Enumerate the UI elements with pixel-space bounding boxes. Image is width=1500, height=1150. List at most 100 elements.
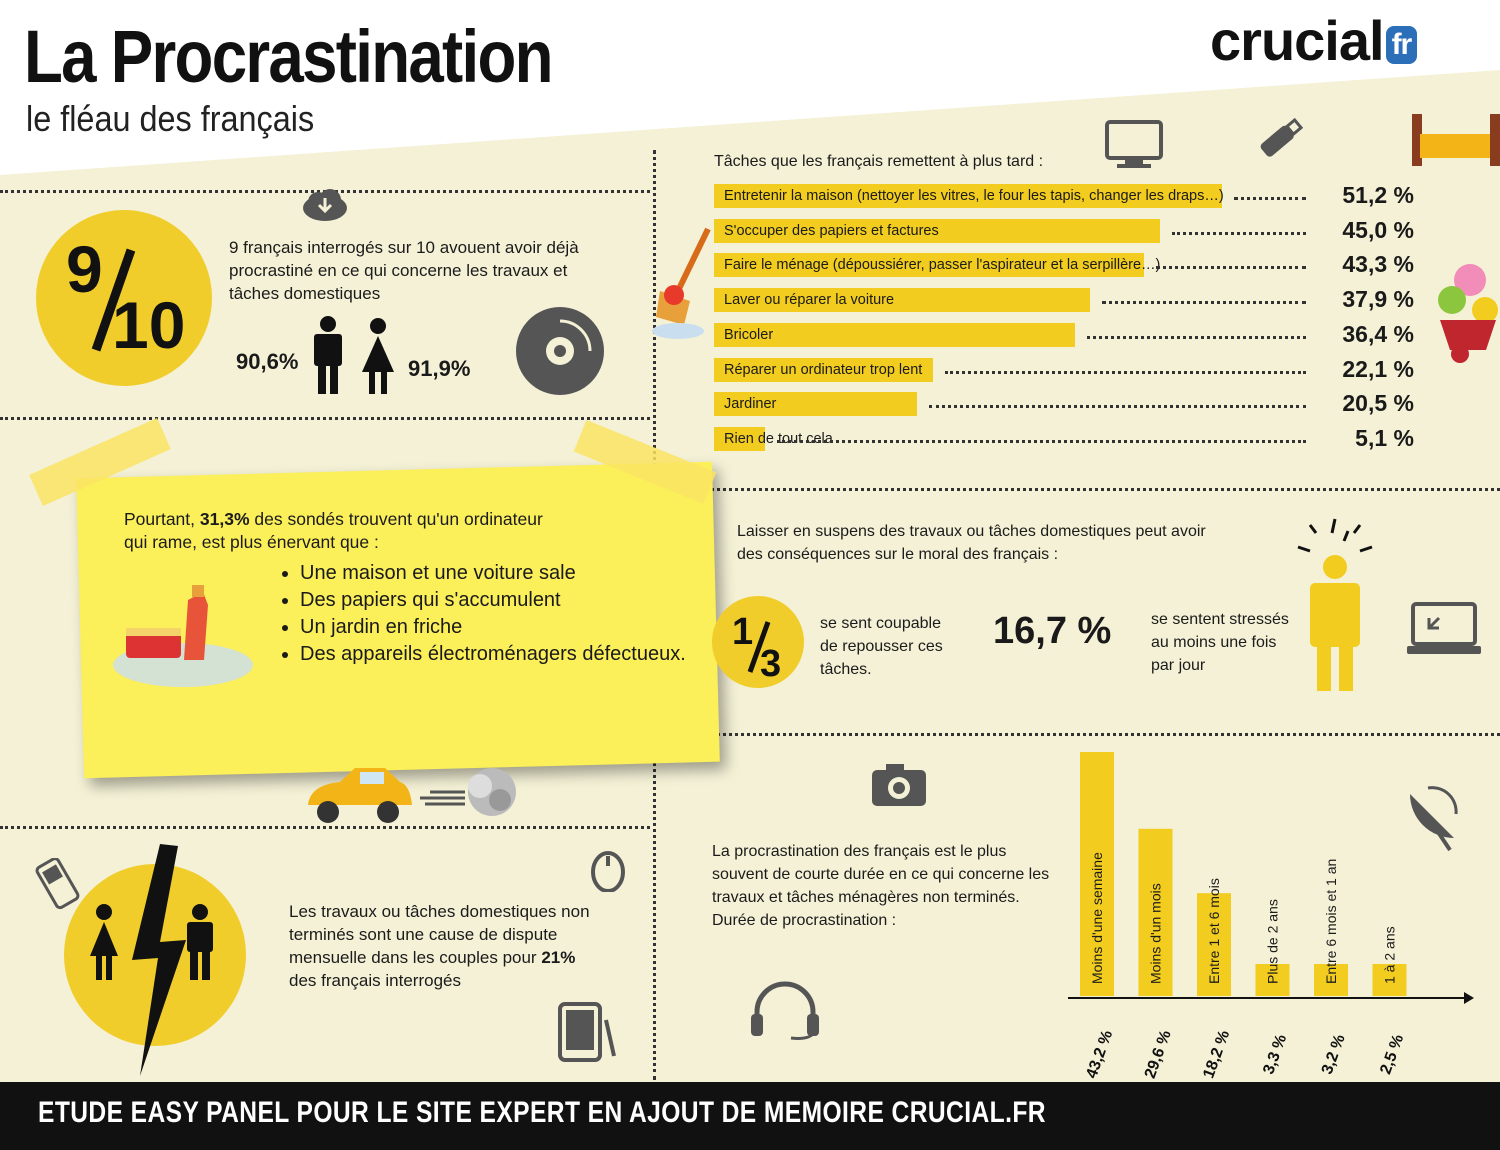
tasks-bar-label: Bricoler [724, 326, 774, 343]
fraction-denominator: 3 [760, 643, 781, 685]
duration-bar [1372, 964, 1407, 996]
man-icon [314, 316, 342, 394]
nine-tenths-badge [36, 210, 212, 386]
duration-category-label: Moins d'un mois [1148, 883, 1164, 984]
duration-value-label: 3,2 % [1319, 1032, 1349, 1076]
usb-key-icon [1260, 117, 1304, 157]
satellite-dish-icon [1410, 786, 1458, 852]
nine-tenths-fraction: 9 10 [66, 232, 185, 362]
dispute-highlight: 21% [541, 948, 576, 967]
duration-value-label: 3,3 % [1260, 1032, 1290, 1076]
stress-text: se sentent stressés au moins une fois pa… [1151, 611, 1289, 674]
tasks-value-label: 37,9 % [1342, 286, 1414, 313]
duration-chart: Moins d'une semaine 43,2 % Moins d'un mois… [1068, 752, 1474, 1080]
tasks-value-label: 51,2 % [1342, 182, 1414, 208]
tasks-value-label: 43,3 % [1342, 251, 1414, 278]
dispute-text: Les travaux ou tâches domestiques non te… [289, 900, 599, 992]
duration-value-label: 29,6 % [1142, 1028, 1175, 1080]
duration-bar [1255, 964, 1290, 996]
tasks-leader-line [1234, 197, 1306, 200]
divider-right-1 [656, 488, 1500, 491]
note-list: Une maison et une voiture sale Des papie… [262, 560, 686, 668]
tasks-leader-line [945, 370, 1306, 374]
cleaning-supplies-icon [113, 585, 253, 687]
duration-axis-arrow [1464, 992, 1474, 1004]
tasks-leader-line [1156, 266, 1306, 270]
tasks-bar-label: S'occuper des papiers et factures [724, 222, 939, 239]
tasks-leader-line [777, 439, 1306, 443]
tasks-bar-label: Entretenir la maison (nettoyer les vitre… [724, 188, 1224, 204]
tasks-bar: Rien de tout cela [714, 426, 833, 451]
man-icon [187, 904, 213, 980]
lightning-couple-icon [90, 844, 213, 1076]
tasks-value-label: 20,5 % [1342, 390, 1414, 417]
tasks-bar: Réparer un ordinateur trop lent [714, 357, 933, 382]
tasks-value-label: 45,0 % [1342, 216, 1414, 243]
page-subtitle: le fléau des français [26, 98, 315, 139]
cloud-download-icon [303, 189, 347, 221]
tasks-value-label: 36,4 % [1342, 320, 1414, 347]
tablet-icon [558, 1002, 616, 1062]
duration-category-label: Entre 1 et 6 mois [1206, 878, 1222, 984]
woman-icon [362, 318, 394, 394]
tasks-chart: Entretenir la maison (nettoyer les vitre… [714, 182, 1434, 464]
mouse-icon [591, 851, 625, 892]
note-list-item: Des papiers qui s'accumulent [300, 587, 686, 614]
tasks-bar-label: Laver ou réparer la voiture [724, 292, 895, 309]
logo-suffix: fr [1385, 26, 1418, 65]
tasks-leader-line [1172, 231, 1306, 235]
divider-left-1 [0, 417, 650, 420]
tasks-bar: Entretenir la maison (nettoyer les vitre… [714, 184, 1224, 208]
tasks-value-label: 22,1 % [1342, 355, 1414, 382]
tasks-bar-label: Réparer un ordinateur trop lent [724, 361, 923, 378]
one-third-fraction: 1 3 [732, 611, 781, 685]
tasks-leader-line [929, 405, 1306, 409]
note-list-item: Un jardin en friche [300, 614, 686, 641]
divider-left-2 [0, 826, 650, 829]
footer-bar [0, 1082, 1500, 1150]
camera-icon [872, 764, 926, 806]
flower-cart-icon [1438, 264, 1498, 363]
note-list-item: Des appareils électroménagers défectueux… [300, 641, 686, 668]
woman-icon [90, 904, 118, 980]
tasks-bar: Faire le ménage (dépoussiérer, passer l'… [714, 253, 1161, 278]
tasks-leader-line [1087, 335, 1306, 339]
fraction-numerator: 1 [732, 611, 753, 653]
dispute-text-after: des français interrogés [289, 971, 461, 990]
intro-text: 9 français interrogés sur 10 avouent avo… [229, 238, 579, 303]
fraction-numerator: 9 [66, 232, 103, 306]
crucial-logo: crucial fr [1210, 8, 1418, 73]
duration-category-label: Entre 6 mois et 1 an [1323, 859, 1339, 984]
duration-bar [1138, 828, 1173, 996]
tasks-bar: Jardiner [714, 392, 917, 417]
duration-text: La procrastination des français est le p… [712, 843, 1050, 929]
tasks-bar: Laver ou réparer la voiture [714, 288, 1090, 313]
cd-icon [516, 307, 604, 395]
logo-main-text: crucial [1210, 9, 1385, 72]
footer-text: ETUDE EASY PANEL POUR LE SITE EXPERT EN … [38, 1096, 1046, 1129]
duration-bar [1080, 752, 1114, 996]
monitor-icon [1105, 120, 1163, 168]
divider-right-2 [656, 733, 1500, 736]
duration-value-label: 43,2 % [1083, 1028, 1116, 1080]
duration-bar [1197, 893, 1231, 996]
note-suffix: des sondés trouvent qu'un ordinateur qui… [124, 509, 543, 552]
tasks-bar-label: Jardiner [724, 396, 777, 413]
broom-icon [652, 227, 711, 339]
guilty-text: se sent coupable de repousser ces tâches… [820, 615, 943, 678]
laptop-icon [1407, 602, 1481, 654]
note-highlight: 31,3% [199, 509, 250, 529]
duration-category-label: Plus de 2 ans [1265, 899, 1281, 984]
tasks-bar: Bricoler [714, 322, 1075, 347]
note-list-item: Une maison et une voiture sale [300, 560, 686, 587]
stress-percentage: 16,7 % [993, 610, 1112, 652]
tasks-bar-label: Faire le ménage (dépoussiérer, passer l'… [724, 257, 1161, 274]
tasks-chart-title: Tâches que les français remettent à plus… [714, 153, 1044, 170]
header-background [0, 0, 1500, 175]
duration-category-label: Moins d'une semaine [1089, 852, 1105, 984]
fraction-denominator: 10 [112, 288, 185, 362]
page-title: La Procrastination [24, 15, 554, 98]
duration-bar [1314, 964, 1348, 996]
duration-category-label: 1 à 2 ans [1382, 926, 1398, 984]
mobile-phone-icon [35, 858, 80, 910]
